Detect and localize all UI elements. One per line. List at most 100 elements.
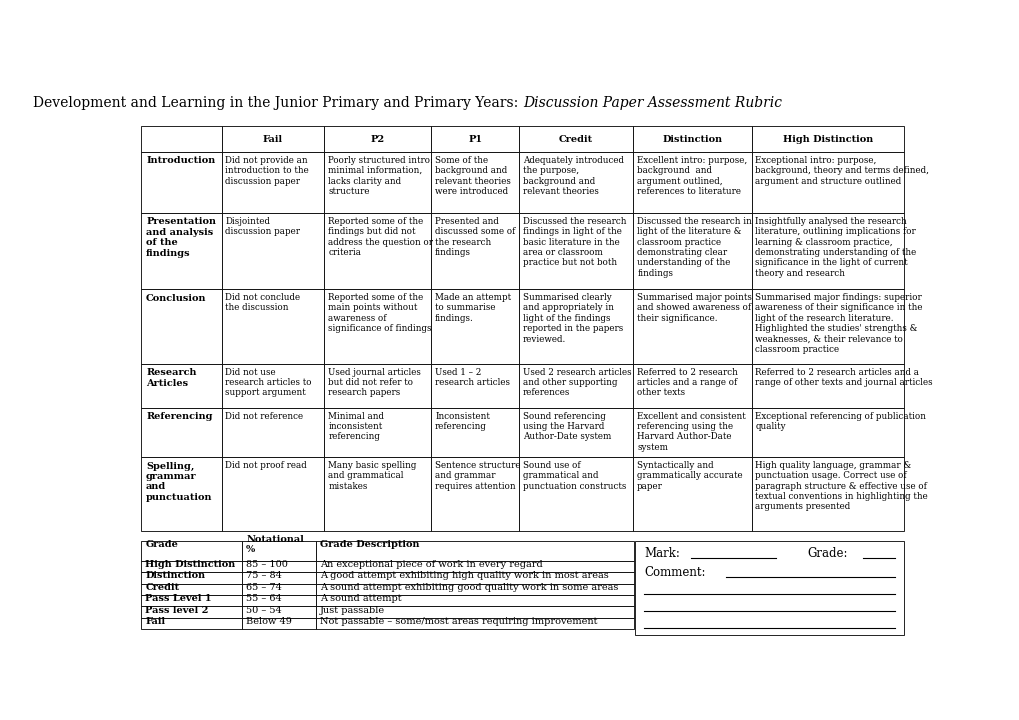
Text: Just passable: Just passable (319, 606, 384, 615)
Text: Inconsistent
referencing: Inconsistent referencing (435, 412, 489, 431)
Text: Grade Description: Grade Description (319, 540, 419, 549)
Text: Fail: Fail (263, 135, 283, 144)
Text: Distinction: Distinction (661, 135, 721, 144)
Bar (751, 408, 903, 457)
Text: Presented and
discussed some of
the research
findings: Presented and discussed some of the rese… (435, 217, 515, 257)
Bar (324, 289, 431, 364)
Bar (316, 541, 633, 561)
Text: Minimal and
inconsistent
referencing: Minimal and inconsistent referencing (328, 412, 384, 441)
Bar (242, 561, 316, 572)
Text: Exceptional intro: purpose,
background, theory and terms defined,
argument and s: Exceptional intro: purpose, background, … (755, 156, 928, 186)
Text: Referencing: Referencing (146, 413, 212, 421)
Bar (751, 289, 903, 364)
Bar (221, 364, 324, 408)
Bar (316, 561, 633, 572)
Text: High Distinction: High Distinction (782, 135, 872, 144)
Bar (519, 152, 633, 213)
Text: Used 2 research articles
and other supporting
references: Used 2 research articles and other suppo… (523, 367, 631, 397)
Text: A good attempt exhibiting high quality work in most areas: A good attempt exhibiting high quality w… (319, 572, 608, 580)
Bar (519, 213, 633, 289)
Bar (324, 152, 431, 213)
Text: Poorly structured intro:
minimal information,
lacks clarity and
structure: Poorly structured intro: minimal informa… (328, 156, 433, 196)
Bar (519, 127, 633, 152)
Bar (633, 408, 751, 457)
Bar (142, 364, 221, 408)
Bar (221, 127, 324, 152)
Bar (142, 572, 242, 583)
Bar (142, 561, 242, 572)
Text: Disjointed
discussion paper: Disjointed discussion paper (225, 217, 301, 236)
Text: Mark:: Mark: (644, 546, 680, 559)
Text: 65 – 74: 65 – 74 (246, 583, 281, 592)
Bar (142, 408, 221, 457)
Bar (316, 595, 633, 606)
Text: Adequately introduced
the purpose,
background and
relevant theories: Adequately introduced the purpose, backg… (523, 156, 624, 196)
Bar (431, 289, 519, 364)
Text: Summarised major findings: superior
awareness of their significance in the
light: Summarised major findings: superior awar… (755, 293, 922, 354)
Text: Referred to 2 research
articles and a range of
other texts: Referred to 2 research articles and a ra… (637, 367, 738, 397)
Text: Made an attempt
to summarise
findings.: Made an attempt to summarise findings. (435, 293, 511, 323)
Text: Did not provide an
introduction to the
discussion paper: Did not provide an introduction to the d… (225, 156, 309, 186)
Text: Below 49: Below 49 (246, 617, 291, 626)
Text: Fail: Fail (145, 617, 165, 626)
Bar (633, 364, 751, 408)
Text: Sound referencing
using the Harvard
Author-Date system: Sound referencing using the Harvard Auth… (523, 412, 610, 441)
Text: Used journal articles
but did not refer to
research papers: Used journal articles but did not refer … (328, 367, 421, 397)
Bar (751, 457, 903, 531)
Text: 50 – 54: 50 – 54 (246, 606, 281, 615)
Text: Distinction: Distinction (145, 572, 205, 580)
Bar (324, 127, 431, 152)
Text: Pass level 2: Pass level 2 (145, 606, 209, 615)
Text: Used 1 – 2
research articles: Used 1 – 2 research articles (435, 367, 510, 387)
Bar (316, 606, 633, 618)
Text: High Distinction: High Distinction (145, 560, 235, 569)
Bar (221, 408, 324, 457)
Bar (142, 127, 221, 152)
Bar (142, 152, 221, 213)
Bar (142, 583, 242, 595)
Text: Did not conclude
the discussion: Did not conclude the discussion (225, 293, 301, 312)
Bar (242, 606, 316, 618)
Bar (242, 595, 316, 606)
Bar (519, 364, 633, 408)
Text: Summarised major points
and showed awareness of
their significance.: Summarised major points and showed aware… (637, 293, 751, 323)
Bar (633, 213, 751, 289)
Text: Development and Learning in the Junior Primary and Primary Years:: Development and Learning in the Junior P… (33, 96, 523, 110)
Text: Spelling,
grammar
and
punctuation: Spelling, grammar and punctuation (146, 462, 212, 502)
Text: 55 – 64: 55 – 64 (246, 594, 281, 603)
Bar (142, 618, 242, 629)
Bar (431, 213, 519, 289)
Text: Conclusion: Conclusion (146, 294, 207, 302)
Text: Sentence structure
and grammar
requires attention: Sentence structure and grammar requires … (435, 461, 520, 490)
Bar (242, 618, 316, 629)
Text: High quality language, grammar &
punctuation usage. Correct use of
paragraph str: High quality language, grammar & punctua… (755, 461, 927, 511)
Text: Grade:: Grade: (806, 546, 847, 559)
Text: Discussion Paper Assessment Rubric: Discussion Paper Assessment Rubric (523, 96, 781, 110)
Bar (431, 364, 519, 408)
Bar (431, 127, 519, 152)
Text: Sound use of
grammatical and
punctuation constructs: Sound use of grammatical and punctuation… (523, 461, 626, 490)
Text: Summarised clearly
and appropriately in
light of the findings
reported in the pa: Summarised clearly and appropriately in … (523, 293, 623, 343)
Text: Some of the
background and
relevant theories
were introduced: Some of the background and relevant theo… (435, 156, 511, 196)
Text: P2: P2 (371, 135, 384, 144)
Text: Exceptional referencing of publication
quality: Exceptional referencing of publication q… (755, 412, 925, 431)
Bar (633, 152, 751, 213)
Text: Not passable – some/most areas requiring improvement: Not passable – some/most areas requiring… (319, 617, 596, 626)
Text: Research
Articles: Research Articles (146, 369, 197, 387)
Text: Credit: Credit (145, 583, 179, 592)
Bar (324, 213, 431, 289)
Bar (751, 364, 903, 408)
Bar (431, 152, 519, 213)
Text: Grade: Grade (145, 540, 178, 549)
Bar (519, 408, 633, 457)
Text: Did not use
research articles to
support argument: Did not use research articles to support… (225, 367, 312, 397)
Bar (633, 457, 751, 531)
Bar (519, 289, 633, 364)
Text: Did not proof read: Did not proof read (225, 461, 307, 469)
Text: Presentation
and analysis
of the
findings: Presentation and analysis of the finding… (146, 217, 216, 258)
Bar (431, 408, 519, 457)
Text: Discussed the research in
light of the literature &
classroom practice
demonstra: Discussed the research in light of the l… (637, 217, 751, 278)
Bar (142, 595, 242, 606)
Bar (142, 213, 221, 289)
Bar (633, 289, 751, 364)
